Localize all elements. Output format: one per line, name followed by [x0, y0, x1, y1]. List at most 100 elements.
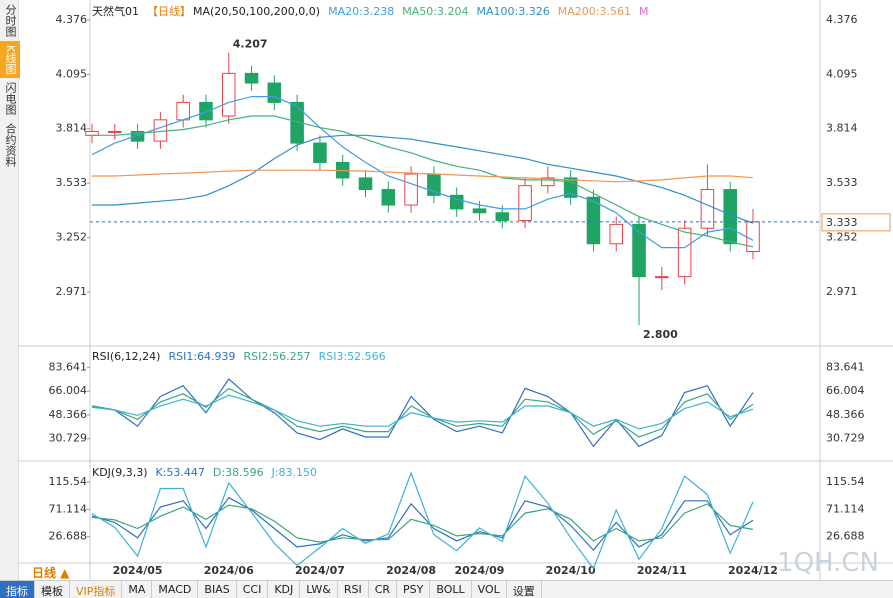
series-line	[92, 169, 754, 183]
legend-entry: MA100:3.326	[476, 5, 550, 18]
last-price-box	[821, 213, 891, 232]
candle-body	[541, 177, 555, 187]
series-line	[91, 503, 754, 543]
candle-body	[700, 189, 715, 229]
y-tick-label-right: 2.971	[826, 285, 858, 298]
series-line	[92, 134, 754, 224]
toolbar-tab[interactable]: BOLL	[430, 581, 472, 598]
y-tick-label-right: 71.114	[826, 502, 865, 515]
side-tab[interactable]: 合约资料	[4, 123, 17, 168]
toolbar-tab[interactable]: RSI	[338, 581, 369, 598]
toolbar-tab[interactable]: 模板	[35, 581, 70, 598]
candle-body	[427, 173, 441, 196]
series-line	[91, 496, 754, 552]
kdj-legend: KDJ(9,3,3) K:53.447 D:38.596 J:83.150	[92, 466, 325, 479]
candle-body	[518, 185, 532, 222]
y-tick-label-right: 26.688	[826, 530, 865, 543]
x-tick-label: 2024/09	[455, 564, 505, 577]
y-tick-label: 4.376	[56, 13, 88, 26]
period-button[interactable]: 日线 ▲	[32, 566, 70, 580]
candle-body	[221, 72, 236, 117]
y-tick-label: 71.114	[49, 502, 88, 515]
y-tick-label: 4.095	[56, 67, 88, 80]
y-tick-label-right: 3.814	[826, 122, 858, 135]
candle-body	[267, 82, 282, 103]
y-tick-label-right: 83.641	[826, 360, 865, 373]
x-tick-label: 2024/05	[113, 564, 163, 577]
toolbar-tab[interactable]: CCI	[237, 581, 269, 598]
period-label: 【日线】	[147, 5, 191, 18]
last-price-label: 3.333	[826, 216, 858, 229]
y-tick-label-right: 66.004	[826, 384, 865, 397]
legend-entry: K:53.447	[155, 466, 205, 479]
toolbar-tab[interactable]: PSY	[397, 581, 431, 598]
legend-entry: MA20:3.238	[328, 5, 395, 18]
toolbar-tab[interactable]: VIP指标	[70, 581, 123, 598]
rsi-legend: RSI(6,12,24) RSI1:64.939 RSI2:56.257 RSI3:5…	[92, 350, 394, 363]
x-tick-label: 2024/12	[728, 564, 778, 577]
candle-body	[358, 177, 373, 191]
side-tab[interactable]: 分时图	[4, 4, 17, 37]
candle-body	[381, 189, 396, 206]
side-tab[interactable]: K线图	[0, 41, 20, 79]
chart: 2.971 2.971 3.252 3.252 3.533 3.533 3.814 3.814…	[18, 0, 893, 580]
toolbar-tab[interactable]: MA	[122, 581, 153, 598]
y-tick-label: 3.533	[56, 176, 88, 189]
series-line	[92, 115, 754, 248]
toolbar-tab[interactable]: 设置	[507, 581, 542, 598]
y-tick-label: 30.729	[49, 432, 88, 445]
legend-entry: MA200:3.561	[557, 5, 631, 18]
legend-extra: M	[638, 5, 649, 18]
series-line	[91, 394, 754, 430]
y-tick-label: 3.814	[56, 122, 88, 135]
chart-title: 天然气01	[92, 5, 139, 18]
toolbar-tab[interactable]: VOL	[472, 581, 507, 598]
y-tick-label: 48.366	[49, 408, 88, 421]
toolbar-tab[interactable]: LW&	[300, 581, 338, 598]
candle-body	[495, 212, 510, 222]
candle-body	[244, 72, 259, 84]
toolbar-tab[interactable]: KDJ	[268, 581, 301, 598]
legend-entry: RSI1:64.939	[168, 350, 236, 363]
legend-entry: RSI3:52.566	[318, 350, 386, 363]
sidebar: 分时图 K线图闪电图合约资料	[0, 0, 20, 580]
series-line	[91, 96, 754, 249]
candle-body	[586, 196, 601, 245]
candle-body	[313, 142, 327, 163]
toolbar-tab[interactable]: 指标	[0, 581, 35, 598]
x-tick-label: 2024/11	[637, 564, 687, 577]
legend-entry: MA50:3.204	[402, 5, 469, 18]
y-tick-label-right: 115.54	[826, 475, 865, 488]
x-tick-label: 2024/08	[386, 564, 436, 577]
candle-body	[655, 276, 669, 279]
candle-body	[130, 130, 145, 142]
toolbar-tab[interactable]: MACD	[152, 581, 199, 598]
x-tick-label: 2024/06	[204, 564, 254, 577]
series-line	[91, 471, 754, 570]
side-tab[interactable]: 闪电图	[4, 82, 17, 116]
toolbar-tab[interactable]: CR	[369, 581, 398, 598]
legend-entry: J:83.150	[271, 466, 318, 479]
candle-body	[472, 208, 487, 214]
candle-body	[632, 223, 646, 278]
x-tick-label: 2024/07	[295, 564, 345, 577]
candle-body	[199, 101, 213, 121]
legend-entry: D:38.596	[212, 466, 264, 479]
candle-body	[746, 221, 760, 252]
legend-entry: RSI2:56.257	[243, 350, 311, 363]
y-tick-label-right: 3.533	[826, 176, 858, 189]
y-tick-label: 115.54	[49, 475, 88, 488]
chart-title: KDJ(9,3,3)	[92, 466, 148, 479]
candle-body	[609, 223, 624, 245]
x-tick-label: 2024/10	[546, 564, 596, 577]
candle-body	[153, 119, 168, 142]
y-tick-label-right: 4.095	[826, 67, 858, 80]
y-tick-label: 26.688	[49, 530, 88, 543]
toolbar: 指标 模板 VIP指标 MA MACD BIAS CCI KDJ LW& RSI CR PSY BOLL…	[0, 580, 893, 598]
y-tick-label: 3.252	[56, 231, 88, 244]
y-tick-label-right: 30.729	[826, 432, 865, 445]
toolbar-tab[interactable]: BIAS	[198, 581, 237, 598]
ma-legend: MA(20,50,100,200,0,0)	[193, 5, 321, 18]
candle-body	[677, 227, 692, 278]
